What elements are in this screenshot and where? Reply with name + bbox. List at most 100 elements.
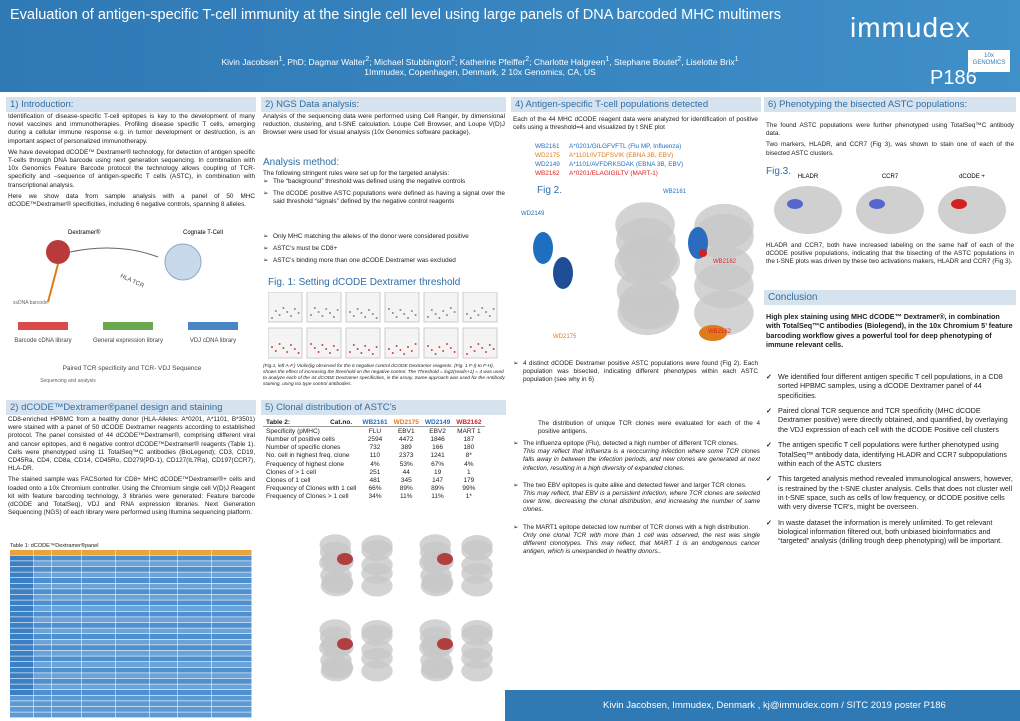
mini-dot xyxy=(332,316,335,318)
table-cell xyxy=(52,566,82,572)
population xyxy=(699,249,707,257)
mini-dot xyxy=(371,313,374,315)
bullet: The two EBV epitopes is quite alike and … xyxy=(513,482,760,515)
table-cell xyxy=(34,667,52,673)
paragraph: CD8-enriched HPBMC from a healthy donor … xyxy=(8,416,255,473)
table-cell xyxy=(150,634,178,639)
table-cell: 4472 xyxy=(399,435,414,443)
table-cell: 4% xyxy=(464,460,474,468)
mini-dot xyxy=(469,317,472,319)
table-cell: 1241 xyxy=(430,452,445,460)
table-title: Table 2: xyxy=(266,418,291,426)
tsne-cluster xyxy=(321,572,354,594)
table-cell xyxy=(10,550,34,555)
table-cell xyxy=(212,634,252,639)
tsne-highlight xyxy=(951,199,967,209)
table-cell xyxy=(52,594,82,600)
table-cell xyxy=(82,555,116,561)
mini-dot xyxy=(427,316,429,318)
row-label: Specificity (pMHC) xyxy=(266,427,320,435)
table-cell xyxy=(178,589,212,595)
epitope-id: WD2175 xyxy=(535,151,560,159)
row-label: Clones of > 1 cell xyxy=(266,468,317,476)
mini-dot xyxy=(449,307,452,309)
table-cell xyxy=(178,678,212,684)
table-cell xyxy=(34,645,52,651)
mini-dot xyxy=(446,314,448,316)
paragraph: We have developed dCODE™ Dextramer® tech… xyxy=(8,148,255,189)
paragraph: Here we show data from sample analysis w… xyxy=(8,192,255,208)
table-cell: 732 xyxy=(369,444,381,452)
method-intro: The following stringent rules were set u… xyxy=(263,170,450,177)
mini-dot xyxy=(336,309,339,311)
dextramer-icon xyxy=(46,240,70,264)
table-cell xyxy=(52,600,82,606)
table-cell xyxy=(82,650,116,656)
table-cell xyxy=(10,566,34,572)
paragraph: Two markers, HLADR, and CCR7 (Fig 3), wa… xyxy=(766,141,1014,157)
table-cell: 89% xyxy=(399,485,413,493)
table-cell xyxy=(52,678,82,684)
table-cell xyxy=(116,667,150,673)
mini-dot xyxy=(473,310,476,312)
mini-dot xyxy=(271,317,273,319)
diagram-label: Cognate T-Cell xyxy=(183,230,223,236)
library-bar xyxy=(103,322,153,330)
table-cell xyxy=(52,701,82,707)
table-cell xyxy=(10,561,34,567)
tsne-cluster xyxy=(421,657,454,679)
table-cell xyxy=(52,706,82,712)
mini-dot xyxy=(317,311,320,313)
table-cell xyxy=(178,650,212,656)
table-cell xyxy=(116,550,150,555)
table-cell xyxy=(34,583,52,589)
bullet-note: This may reflect, that EBV is a persiste… xyxy=(523,489,760,514)
bullet-list: The “background” threshold was defined u… xyxy=(263,178,505,265)
table-cell xyxy=(52,550,82,555)
table-cell xyxy=(150,600,178,606)
mini-dot xyxy=(290,315,292,317)
mini-dot xyxy=(278,343,281,345)
table-cell: 179 xyxy=(463,476,475,484)
table-cell xyxy=(116,673,150,679)
table-cell xyxy=(150,572,178,578)
bullet: The influenza epitope (Flu), detected a … xyxy=(513,440,760,473)
mini-dot xyxy=(271,346,273,348)
row-label: Frequency of highest clone xyxy=(266,460,345,468)
mini-dot xyxy=(356,348,359,350)
diagram-label: HLA TCR xyxy=(119,273,145,289)
section-heading: 2) dCODE™Dextramer®panel design and stai… xyxy=(6,400,256,415)
bullet: The dCODE positive ASTC populations were… xyxy=(263,190,505,206)
table-row: No. cell in highest freq. clone 110 2373 12… xyxy=(263,452,485,460)
mini-dot xyxy=(481,347,484,349)
table-cell xyxy=(116,566,150,572)
table-cell xyxy=(116,634,150,639)
phenotyping-text: HLADR and CCR7, both have increased labe… xyxy=(766,242,1014,266)
table-cell xyxy=(34,684,52,690)
table-cell xyxy=(82,673,116,679)
mini-dot xyxy=(368,349,370,351)
row-label: Frequency of Clones > 1 cell xyxy=(266,493,349,501)
table-cell xyxy=(178,645,212,651)
table-cell xyxy=(150,656,178,662)
table-cell: Table 2: Cat.no. xyxy=(263,418,360,428)
table-cell xyxy=(212,706,252,712)
population xyxy=(533,232,553,264)
phenotyping-text: The found ASTC populations were further … xyxy=(766,122,1014,161)
mini-plot xyxy=(423,327,459,359)
tsne-cluster xyxy=(361,660,393,682)
mini-dot xyxy=(364,345,367,347)
authors: Kivin Jacobsen1, PhD; Dagmar Walter2; Mi… xyxy=(120,55,840,67)
mini-dot xyxy=(430,309,433,311)
table-cell xyxy=(10,662,34,667)
table-cell xyxy=(150,589,178,595)
table-cell xyxy=(82,566,116,572)
table-cell xyxy=(82,572,116,578)
table-cell xyxy=(150,639,178,645)
mini-dot xyxy=(407,317,409,319)
mini-dot xyxy=(453,311,456,313)
table-cell xyxy=(10,656,34,662)
clone-cluster xyxy=(437,638,453,650)
table-cell xyxy=(82,594,116,600)
table-cell xyxy=(178,656,212,662)
